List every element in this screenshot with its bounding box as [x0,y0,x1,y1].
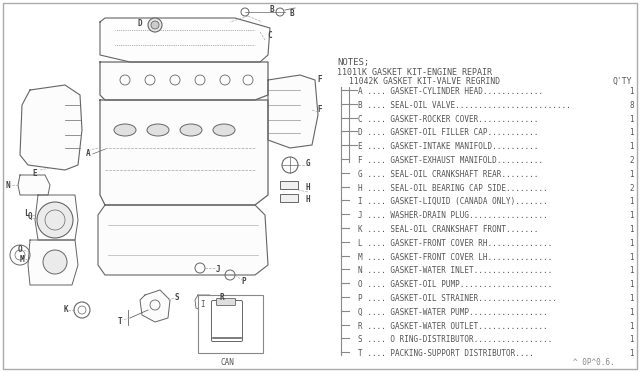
Text: S: S [175,292,179,301]
Ellipse shape [180,124,202,136]
Text: P: P [242,278,246,286]
Text: 1: 1 [629,280,634,289]
Text: B: B [269,4,275,13]
Polygon shape [100,62,268,100]
Text: I .... GASKET-LIQUID (CANADA ONLY).......: I .... GASKET-LIQUID (CANADA ONLY)......… [358,198,548,206]
Text: 1: 1 [629,294,634,303]
Text: T: T [118,317,122,327]
Text: 1: 1 [629,308,634,317]
Text: ^ 0P^0.6.: ^ 0P^0.6. [573,358,615,367]
Polygon shape [28,240,78,285]
Bar [198,295,263,353]
Text: K .... SEAL-OIL CRANKSHAFT FRONT.......: K .... SEAL-OIL CRANKSHAFT FRONT....... [358,225,538,234]
FancyBboxPatch shape [211,301,243,341]
Circle shape [151,21,159,29]
Text: CAN: CAN [220,358,234,367]
Ellipse shape [213,124,235,136]
Text: O .... GASKET-OIL PUMP....................: O .... GASKET-OIL PUMP..................… [358,280,552,289]
Text: 1: 1 [629,266,634,275]
Polygon shape [268,75,318,148]
Text: B: B [290,10,294,19]
Text: G .... SEAL-OIL CRANKSHAFT REAR........: G .... SEAL-OIL CRANKSHAFT REAR........ [358,170,538,179]
Text: H .... SEAL-OIL BEARING CAP SIDE.........: H .... SEAL-OIL BEARING CAP SIDE........… [358,184,548,193]
Text: J .... WASHER-DRAIN PLUG.................: J .... WASHER-DRAIN PLUG................… [358,211,548,220]
Polygon shape [195,295,212,312]
Text: Q .... GASKET-WATER PUMP.................: Q .... GASKET-WATER PUMP................… [358,308,548,317]
Text: 1: 1 [629,322,634,331]
Polygon shape [100,100,268,205]
Polygon shape [98,205,268,275]
Polygon shape [35,195,78,240]
Text: F: F [317,106,323,115]
Text: R: R [220,294,224,302]
Polygon shape [140,290,170,322]
Text: Q: Q [28,212,32,221]
Text: E: E [33,169,37,177]
Text: 1: 1 [629,128,634,137]
Text: L .... GASKET-FRONT COVER RH..............: L .... GASKET-FRONT COVER RH............… [358,239,552,248]
Text: H: H [306,196,310,205]
Polygon shape [20,85,82,170]
Text: 1: 1 [629,336,634,344]
Text: F .... GASKET-EXHAUST MANIFOLD..........: F .... GASKET-EXHAUST MANIFOLD.......... [358,156,543,165]
Bar [280,194,298,202]
Text: D: D [138,19,142,29]
Text: S .... O RING-DISTRIBUTOR.................: S .... O RING-DISTRIBUTOR...............… [358,336,552,344]
Circle shape [37,202,73,238]
Text: 1101lK GASKET KIT-ENGINE REPAIR: 1101lK GASKET KIT-ENGINE REPAIR [337,68,492,77]
FancyBboxPatch shape [216,298,236,305]
Text: P .... GASKET-OIL STRAINER.................: P .... GASKET-OIL STRAINER..............… [358,294,557,303]
Text: H: H [306,183,310,192]
Circle shape [148,18,162,32]
Text: 11042K GASKET KIT-VALVE REGRIND: 11042K GASKET KIT-VALVE REGRIND [349,77,500,86]
Text: K: K [64,305,68,314]
Text: N: N [6,180,10,189]
Text: C .... GASKET-ROCKER COVER.............: C .... GASKET-ROCKER COVER............. [358,115,538,124]
Polygon shape [18,175,50,195]
Text: M: M [20,256,24,264]
Text: G: G [306,158,310,167]
Text: J: J [216,266,220,275]
Circle shape [43,250,67,274]
Text: 1: 1 [629,253,634,262]
Text: 1: 1 [629,211,634,220]
Text: A .... GASKET-CYLINDER HEAD.............: A .... GASKET-CYLINDER HEAD............. [358,87,543,96]
Text: 1: 1 [629,142,634,151]
Bar [280,181,298,189]
Text: 2: 2 [629,184,634,193]
Text: R .... GASKET-WATER OUTLET...............: R .... GASKET-WATER OUTLET..............… [358,322,548,331]
Ellipse shape [147,124,169,136]
Text: O: O [18,246,22,254]
Text: N .... GASKET-WATER INLET.................: N .... GASKET-WATER INLET...............… [358,266,552,275]
Polygon shape [100,18,270,62]
Text: 1: 1 [629,170,634,179]
Text: 1: 1 [629,225,634,234]
Text: M .... GASKET-FRONT COVER LH..............: M .... GASKET-FRONT COVER LH............… [358,253,552,262]
Text: A: A [86,148,90,157]
Text: 1: 1 [629,349,634,358]
Ellipse shape [114,124,136,136]
Text: T .... PACKING-SUPPORT DISTRIBUTOR....: T .... PACKING-SUPPORT DISTRIBUTOR.... [358,349,534,358]
Text: L: L [24,208,28,218]
Text: 1: 1 [629,198,634,206]
Text: NOTES;: NOTES; [337,58,369,67]
Text: I: I [201,300,205,309]
Text: 2: 2 [629,156,634,165]
Text: Q'TY: Q'TY [612,77,632,86]
Text: 1: 1 [629,239,634,248]
Text: 1: 1 [629,87,634,96]
Text: E .... GASKET-INTAKE MANIFOLD..........: E .... GASKET-INTAKE MANIFOLD.......... [358,142,538,151]
Text: C: C [268,32,272,41]
Text: B .... SEAL-OIL VALVE.........................: B .... SEAL-OIL VALVE...................… [358,101,571,110]
Text: D .... GASKET-OIL FILLER CAP...........: D .... GASKET-OIL FILLER CAP........... [358,128,538,137]
Text: 1: 1 [629,115,634,124]
Text: 8: 8 [629,101,634,110]
Text: F: F [317,76,323,84]
